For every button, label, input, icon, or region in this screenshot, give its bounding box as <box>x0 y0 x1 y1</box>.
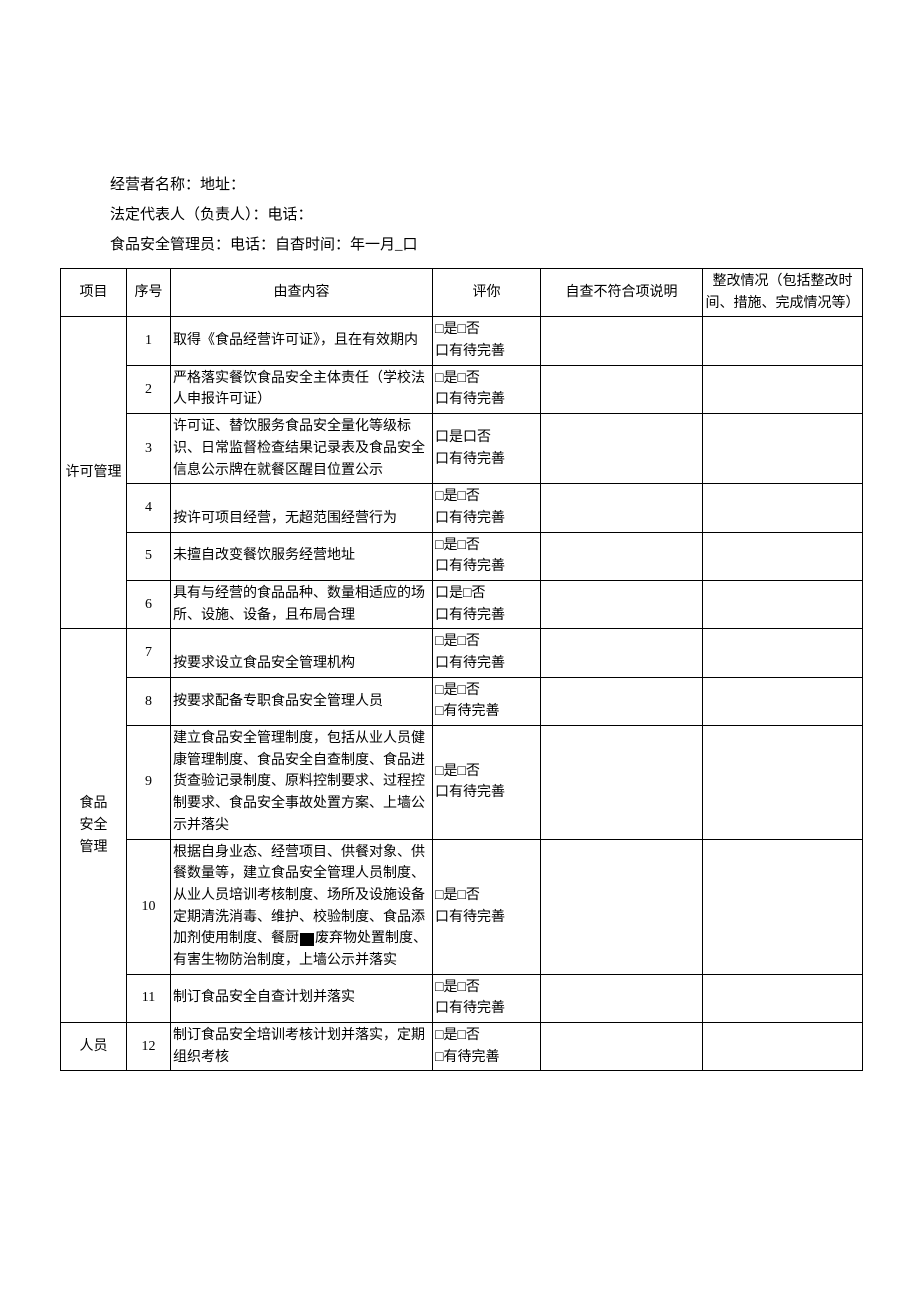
row-rectification <box>703 317 863 365</box>
row-content: 制订食品安全自查计划并落实 <box>171 974 433 1022</box>
row-nonconformance <box>541 839 703 974</box>
table-row: 11制订食品安全自查计划并落实□是□否口有待完善 <box>61 974 863 1022</box>
row-nonconformance <box>541 629 703 677</box>
row-nonconformance <box>541 317 703 365</box>
row-rectification <box>703 726 863 839</box>
table-row: 2严格落实餐饮食品安全主体责任（学校法人申报许可证）□是□否口有待完善 <box>61 365 863 413</box>
row-nonconformance <box>541 1023 703 1071</box>
row-nonconformance <box>541 974 703 1022</box>
section-title: 许可管理 <box>61 317 127 629</box>
row-content: 取得《食品经营许可证》，且在有效期内 <box>171 317 433 365</box>
row-rectification <box>703 677 863 725</box>
row-nonconformance <box>541 726 703 839</box>
row-number: 3 <box>127 414 171 484</box>
row-number: 2 <box>127 365 171 413</box>
row-eval: □是□否口有待完善 <box>433 839 541 974</box>
form-header: 经营者名称：地址： 法定代表人（负责人）：电话： 食品安全管理员：电话：自杳时间… <box>60 170 860 260</box>
table-header-row: 项目 序号 由查内容 评你 自查不符合项说明 整改情况（包括整改时间、措施、完成… <box>61 269 863 317</box>
row-rectification <box>703 484 863 532</box>
redacted-block <box>300 933 314 946</box>
row-nonconformance <box>541 484 703 532</box>
col-rect: 整改情况（包括整改时间、措施、完成情况等） <box>703 269 863 317</box>
inspection-table: 项目 序号 由查内容 评你 自查不符合项说明 整改情况（包括整改时间、措施、完成… <box>60 268 863 1071</box>
row-content: 具有与经营的食品品种、数量相适应的场所、设施、设备，且布局合理 <box>171 580 433 628</box>
row-number: 9 <box>127 726 171 839</box>
row-content: 按要求设立食品安全管理机构 <box>171 629 433 677</box>
row-rectification <box>703 414 863 484</box>
row-eval: □是□否□有待完善 <box>433 677 541 725</box>
row-number: 11 <box>127 974 171 1022</box>
table-row: 8按要求配备专职食品安全管理人员□是□否□有待完善 <box>61 677 863 725</box>
table-row: 许可管理1取得《食品经营许可证》，且在有效期内□是□否口有待完善 <box>61 317 863 365</box>
row-eval: □是□否□有待完善 <box>433 1023 541 1071</box>
row-rectification <box>703 839 863 974</box>
row-eval: 口是口否口有待完善 <box>433 414 541 484</box>
row-nonconformance <box>541 414 703 484</box>
row-eval: □是□否口有待完善 <box>433 974 541 1022</box>
row-content: 许可证、替饮服务食品安全量化等级标识、日常监督检查结果记录表及食品安全信息公示牌… <box>171 414 433 484</box>
col-num: 序号 <box>127 269 171 317</box>
row-number: 1 <box>127 317 171 365</box>
row-content: 建立食品安全管理制度，包括从业人员健康管理制度、食品安全自查制度、食品进货查验记… <box>171 726 433 839</box>
row-number: 8 <box>127 677 171 725</box>
row-rectification <box>703 629 863 677</box>
row-content: 严格落实餐饮食品安全主体责任（学校法人申报许可证） <box>171 365 433 413</box>
row-eval: 口是□否口有待完善 <box>433 580 541 628</box>
table-row: 6具有与经营的食品品种、数量相适应的场所、设施、设备，且布局合理口是□否口有待完… <box>61 580 863 628</box>
col-nonconf: 自查不符合项说明 <box>541 269 703 317</box>
row-rectification <box>703 365 863 413</box>
header-line-legal-rep: 法定代表人（负责人）：电话： <box>110 200 860 230</box>
table-row: 食品安全管理7按要求设立食品安全管理机构□是□否口有待完善 <box>61 629 863 677</box>
row-nonconformance <box>541 580 703 628</box>
section-title: 食品安全管理 <box>61 629 127 1023</box>
row-nonconformance <box>541 532 703 580</box>
row-nonconformance <box>541 677 703 725</box>
row-nonconformance <box>541 365 703 413</box>
table-row: 5未擅自改变餐饮服务经营地址□是□否口有待完善 <box>61 532 863 580</box>
row-number: 10 <box>127 839 171 974</box>
row-number: 4 <box>127 484 171 532</box>
col-project: 项目 <box>61 269 127 317</box>
row-number: 7 <box>127 629 171 677</box>
row-rectification <box>703 580 863 628</box>
row-rectification <box>703 1023 863 1071</box>
section-title: 人员 <box>61 1023 127 1071</box>
row-number: 5 <box>127 532 171 580</box>
row-eval: □是□否口有待完善 <box>433 484 541 532</box>
table-row: 人员12制订食品安全培训考核计划并落实，定期组织考核□是□否□有待完善 <box>61 1023 863 1071</box>
row-rectification <box>703 974 863 1022</box>
col-content: 由查内容 <box>171 269 433 317</box>
header-line-safety-mgr: 食品安全管理员：电话：自杳时间：年一月_口 <box>110 230 860 260</box>
row-eval: □是□否口有待完善 <box>433 532 541 580</box>
row-number: 6 <box>127 580 171 628</box>
row-eval: □是□否口有待完善 <box>433 726 541 839</box>
table-row: 10根据自身业态、经营项目、供餐对象、供餐数量等，建立食品安全管理人员制度、从业… <box>61 839 863 974</box>
row-content: 按许可项目经营，无超范围经营行为 <box>171 484 433 532</box>
header-line-operator: 经营者名称：地址： <box>110 170 860 200</box>
row-content: 制订食品安全培训考核计划并落实，定期组织考核 <box>171 1023 433 1071</box>
row-content: 按要求配备专职食品安全管理人员 <box>171 677 433 725</box>
row-eval: □是□否口有待完善 <box>433 365 541 413</box>
col-eval: 评你 <box>433 269 541 317</box>
table-row: 9建立食品安全管理制度，包括从业人员健康管理制度、食品安全自查制度、食品进货查验… <box>61 726 863 839</box>
row-content: 未擅自改变餐饮服务经营地址 <box>171 532 433 580</box>
table-row: 4按许可项目经营，无超范围经营行为□是□否口有待完善 <box>61 484 863 532</box>
row-content: 根据自身业态、经营项目、供餐对象、供餐数量等，建立食品安全管理人员制度、从业人员… <box>171 839 433 974</box>
row-eval: □是□否口有待完善 <box>433 629 541 677</box>
row-rectification <box>703 532 863 580</box>
row-number: 12 <box>127 1023 171 1071</box>
row-eval: □是□否口有待完善 <box>433 317 541 365</box>
table-row: 3许可证、替饮服务食品安全量化等级标识、日常监督检查结果记录表及食品安全信息公示… <box>61 414 863 484</box>
